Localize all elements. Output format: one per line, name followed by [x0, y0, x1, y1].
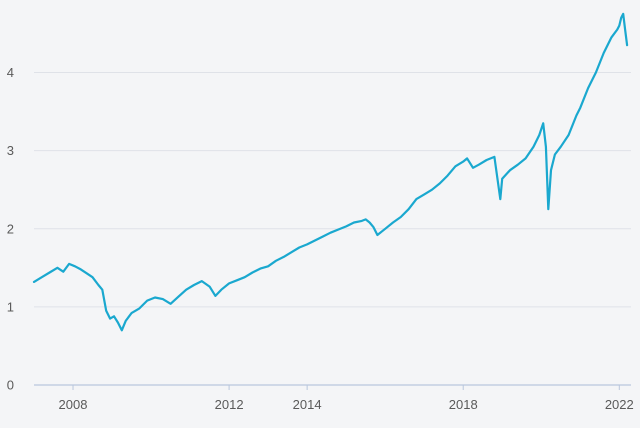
series-lines: [32, 12, 629, 332]
y-tick-label: 0: [7, 378, 14, 393]
y-axis-tick-labels: 0 1 2 3 4: [7, 65, 14, 393]
series-line-0: [32, 12, 629, 332]
x-axis-tick-labels: 2008 2012 2014 2018 2022: [59, 397, 634, 412]
x-tick-label: 2014: [293, 397, 322, 412]
x-tick-label: 2008: [59, 397, 88, 412]
y-tick-label: 1: [7, 299, 14, 314]
x-tick-label: 2018: [449, 397, 478, 412]
y-tick-label: 2: [7, 221, 14, 236]
x-tick-label: 2012: [215, 397, 244, 412]
y-tick-label: 3: [7, 143, 14, 158]
x-tick-label: 2022: [605, 397, 634, 412]
y-tick-label: 4: [7, 65, 14, 80]
